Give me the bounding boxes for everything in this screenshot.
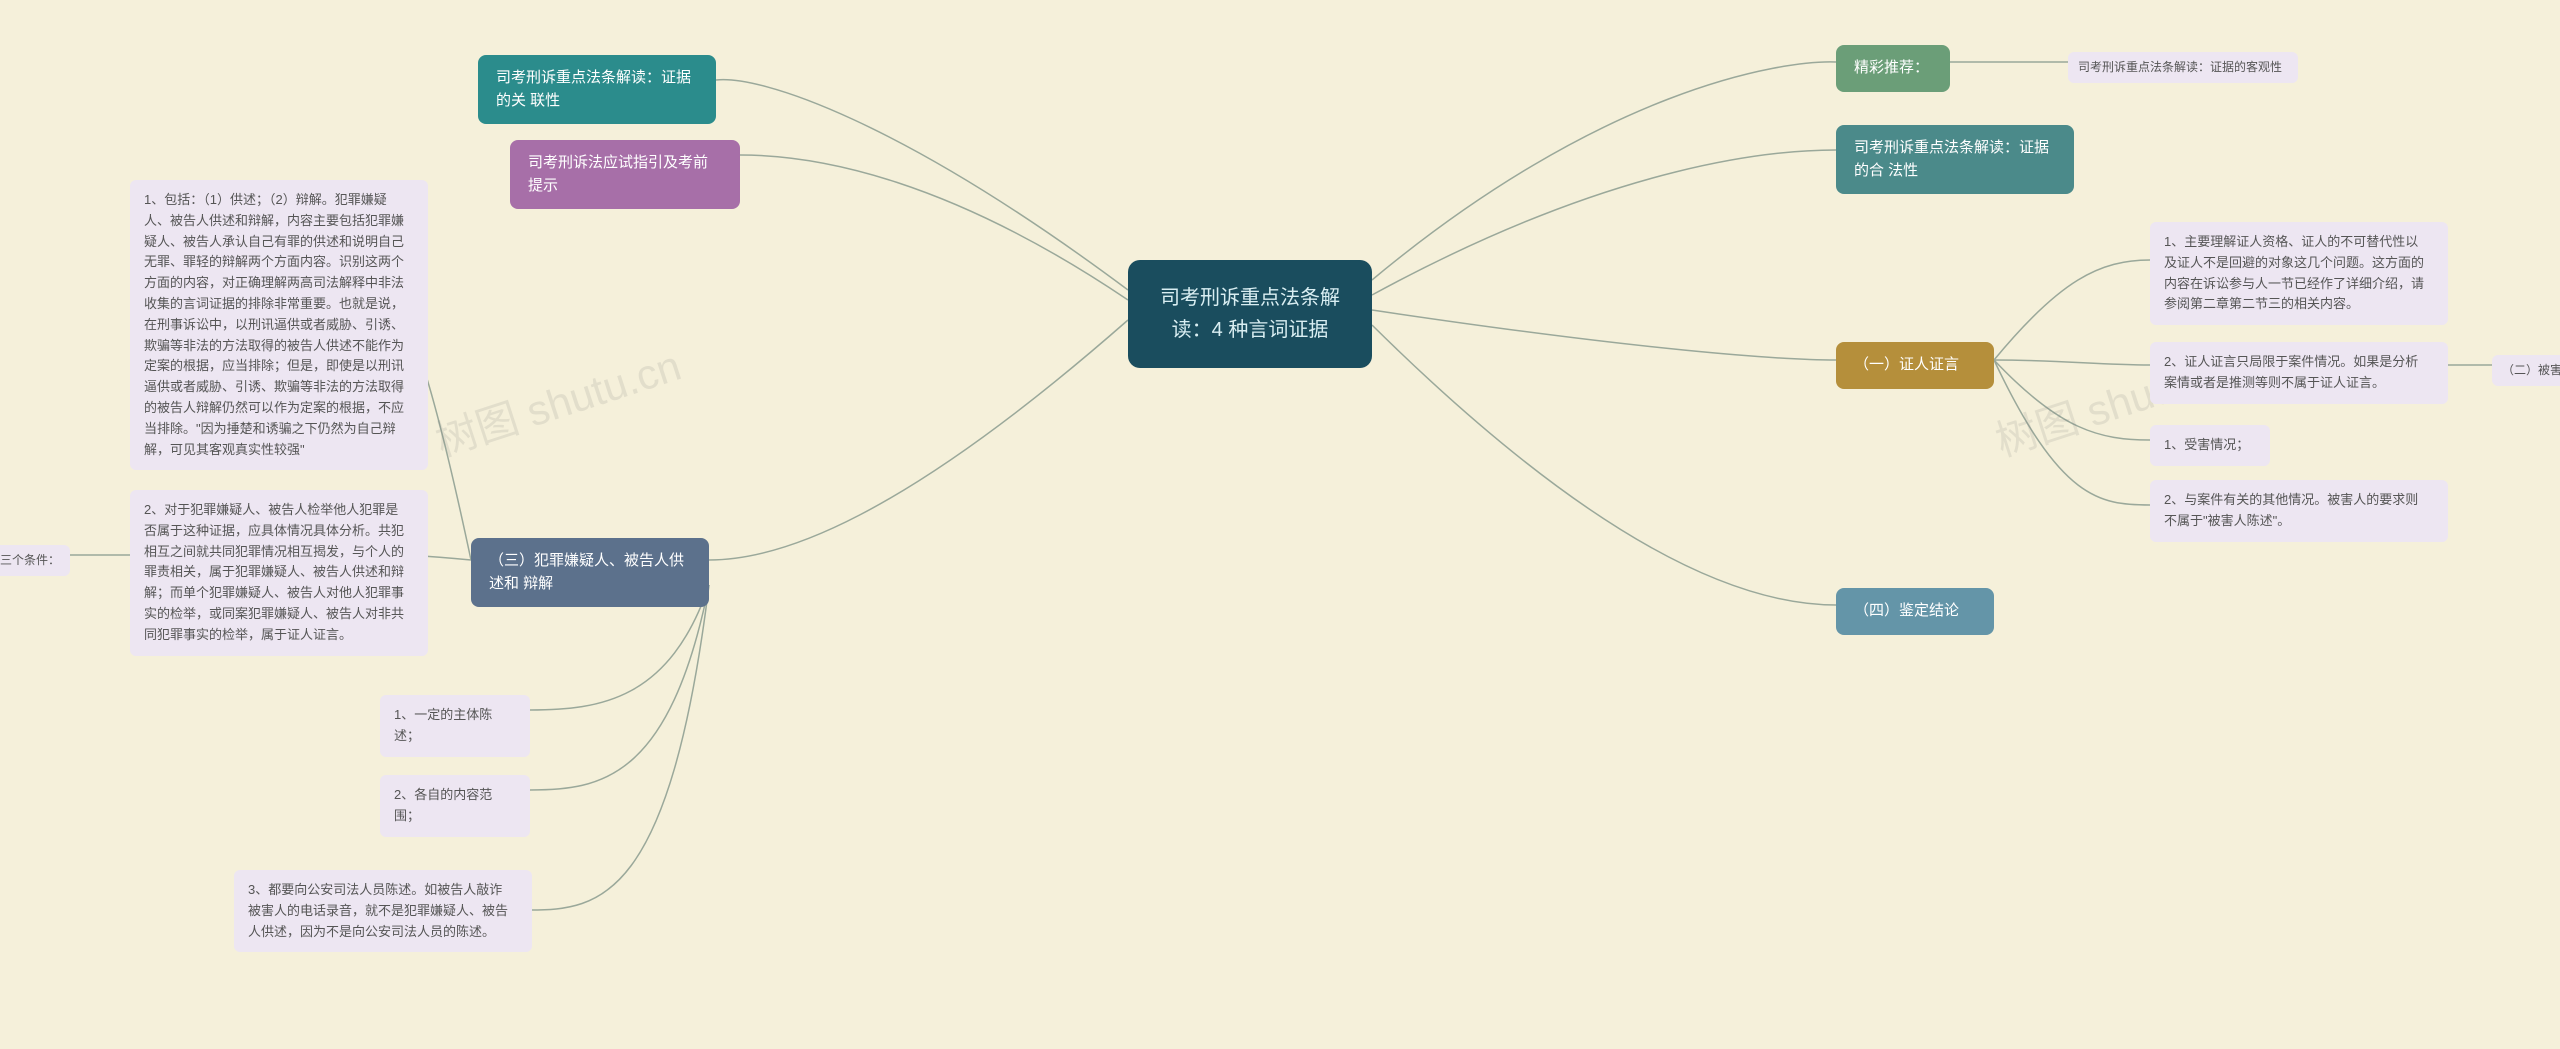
leaf-witness-2: 2、证人证言只局限于案件情况。如果是分析 案情或者是推测等则不属于证人证言。 [2150, 342, 2448, 404]
leaf-victim-statement: （二）被害人陈述的内容包括两个部分： [2492, 355, 2560, 386]
branch-legality[interactable]: 司考刑诉重点法条解读：证据的合 法性 [1836, 125, 2074, 194]
leaf-witness-4: 2、与案件有关的其他情况。被害人的要求则 不属于"被害人陈述"。 [2150, 480, 2448, 542]
branch-relevance[interactable]: 司考刑诉重点法条解读：证据的关 联性 [478, 55, 716, 124]
branch-witness[interactable]: （一）证人证言 [1836, 342, 1994, 389]
leaf-witness-1: 1、主要理解证人资格、证人的不可替代性以 及证人不是回避的对象这几个问题。这方面… [2150, 222, 2448, 325]
branch-appraisal[interactable]: （四）鉴定结论 [1836, 588, 1994, 635]
leaf-confession-3: 1、一定的主体陈述； [380, 695, 530, 757]
leaf-confession-4: 2、各自的内容范围； [380, 775, 530, 837]
leaf-confession-2: 2、对于犯罪嫌疑人、被告人检举他人犯罪是 否属于这种证据，应具体情况具体分析。共… [130, 490, 428, 656]
leaf-witness-3: 1、受害情况； [2150, 425, 2270, 466]
leaf-three-conditions: 上述三种言词证据必须具备三个条件： [0, 545, 70, 576]
branch-recommend[interactable]: 精彩推荐： [1836, 45, 1950, 92]
branch-exam-tips[interactable]: 司考刑诉法应试指引及考前提示 [510, 140, 740, 209]
watermark: 树图 shutu.cn [427, 332, 688, 469]
branch-confession[interactable]: （三）犯罪嫌疑人、被告人供述和 辩解 [471, 538, 709, 607]
leaf-objectivity: 司考刑诉重点法条解读：证据的客观性 [2068, 52, 2298, 83]
center-node[interactable]: 司考刑诉重点法条解读：4 种言词证据 [1128, 260, 1372, 368]
leaf-confession-5: 3、都要向公安司法人员陈述。如被告人敲诈 被害人的电话录音，就不是犯罪嫌疑人、被… [234, 870, 532, 952]
leaf-confession-1: 1、包括：（1）供述；（2）辩解。犯罪嫌疑 人、被告人供述和辩解，内容主要包括犯… [130, 180, 428, 470]
